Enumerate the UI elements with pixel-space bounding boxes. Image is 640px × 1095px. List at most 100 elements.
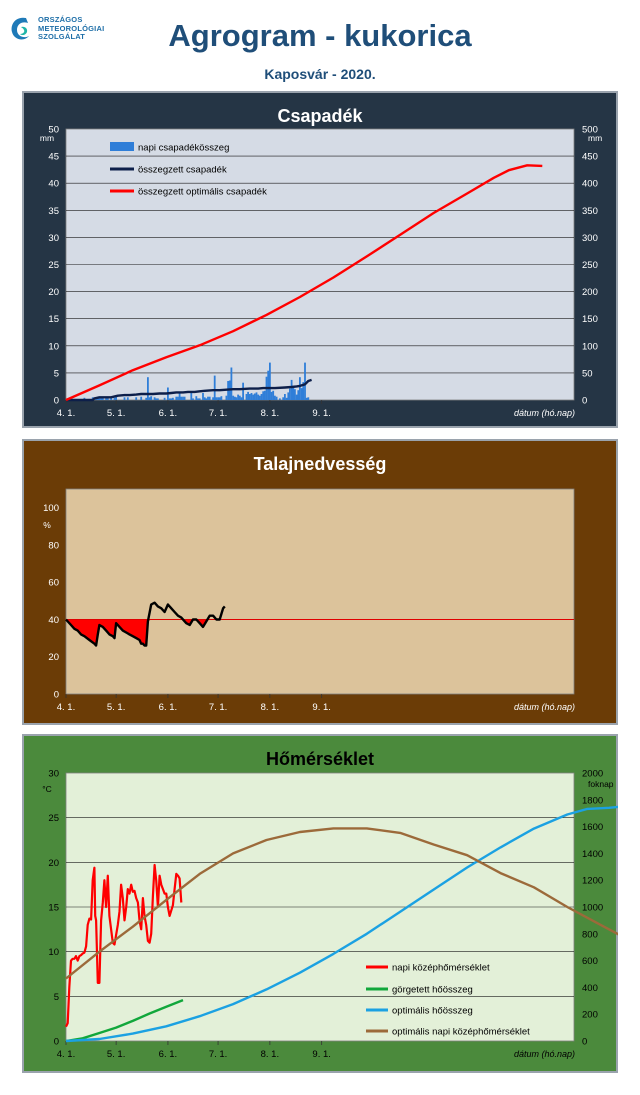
y-left-unit: mm xyxy=(40,133,54,143)
precip-bar xyxy=(260,394,263,400)
y-right-tick-label: 800 xyxy=(582,929,598,940)
precip-bar xyxy=(272,390,275,400)
precip-bar xyxy=(304,362,306,400)
precip-bar xyxy=(287,392,290,400)
precip-bar xyxy=(270,391,273,400)
precip-bar xyxy=(289,388,291,400)
precip-bar xyxy=(105,398,107,400)
y-left-tick-label: 40 xyxy=(48,179,59,190)
y-left-unit: °C xyxy=(42,784,52,794)
x-tick-label: 4. 1. xyxy=(57,1049,76,1060)
org-line-2: METEOROLÓGIAI xyxy=(38,23,105,33)
y-left-tick-label: 10 xyxy=(48,947,59,958)
precip-bar xyxy=(220,396,223,400)
y-right-tick-label: 200 xyxy=(582,1010,598,1021)
x-tick-label: 6. 1. xyxy=(159,408,178,419)
series-line--sszegzett-optim-lis-csapad-k xyxy=(65,164,543,402)
y-right-tick-label: 400 xyxy=(582,179,598,190)
x-tick-label: 8. 1. xyxy=(261,702,280,713)
y-right-tick-label: 300 xyxy=(582,233,598,244)
y-left-tick-label: 60 xyxy=(48,578,59,589)
precip-bar xyxy=(267,370,270,400)
precip-bar xyxy=(101,397,104,400)
page-subtitle: Kaposvár - 2020. xyxy=(264,66,376,82)
precip-bar xyxy=(262,391,265,400)
precip-bar xyxy=(230,367,233,400)
y-right-tick-label: 200 xyxy=(582,287,598,298)
precip-bar xyxy=(274,395,276,400)
y-right-unit: mm xyxy=(588,133,602,143)
legend-label: optimális napi középhőmérséklet xyxy=(392,1027,530,1038)
precip-bar xyxy=(183,396,186,400)
x-tick-label: 9. 1. xyxy=(312,1049,331,1060)
x-axis-label: dátum (hó.nap) xyxy=(514,702,575,712)
precip-bar xyxy=(163,397,166,400)
precip-bar xyxy=(212,397,214,400)
x-tick-label: 6. 1. xyxy=(159,702,178,713)
x-tick-label: 4. 1. xyxy=(57,702,76,713)
y-right-tick-label: 500 xyxy=(582,125,598,136)
x-tick-label: 7. 1. xyxy=(209,702,228,713)
y-left-tick-label: 50 xyxy=(48,125,59,136)
precip-bar xyxy=(279,398,281,400)
y-right-tick-label: 1000 xyxy=(582,903,603,914)
legend-label: optimális hőösszeg xyxy=(392,1006,473,1017)
precip-bar xyxy=(245,394,248,400)
precip-bar xyxy=(300,388,303,400)
precip-bar xyxy=(170,398,173,400)
org-line-3: SZOLGÁLAT xyxy=(38,32,86,41)
y-right-tick-label: 1800 xyxy=(582,795,603,806)
y-left-tick-label: 20 xyxy=(48,287,59,298)
precip-bar xyxy=(248,394,251,400)
series-line--sszegzett-csapad-k xyxy=(66,378,312,402)
y-right-tick-label: 1600 xyxy=(582,822,603,833)
precip-bar xyxy=(247,391,249,400)
precip-bar xyxy=(168,398,171,400)
precip-bar xyxy=(257,394,260,400)
soil-moisture-chart: Talajnedvesség 0 20 40 60 80 100% 4. 1. 5. 1. 6. … xyxy=(22,439,618,725)
series-line-napi-k-z-ph-m-rs-klet xyxy=(65,863,183,1028)
precip-bar xyxy=(205,398,208,400)
y-left-tick-label: 25 xyxy=(48,813,59,824)
y-right-unit: foknap xyxy=(588,779,614,789)
precip-bar xyxy=(106,397,109,400)
y-right-tick-label: 450 xyxy=(582,152,598,163)
precip-bar xyxy=(202,393,204,400)
y-left-tick-label: 5 xyxy=(54,368,59,379)
precipitation-chart: Csapadék05101520253035404550mm0501001502… xyxy=(22,91,618,428)
precip-bar xyxy=(110,398,112,400)
y-left-tick-label: 15 xyxy=(48,903,59,914)
page-header: ORSZÁGOS METEOROLÓGIAI SZOLGÁLAT Agrogra… xyxy=(0,0,640,90)
chart-title: Csapadék xyxy=(277,106,363,126)
x-tick-label: 9. 1. xyxy=(312,702,331,713)
y-left-tick-label: 0 xyxy=(54,396,59,407)
precip-bar xyxy=(305,397,308,400)
precip-bar xyxy=(96,398,99,400)
y-left-tick-label: 20 xyxy=(48,858,59,869)
precip-bar xyxy=(182,396,184,400)
precip-bar xyxy=(307,397,310,400)
y-left-tick-label: 15 xyxy=(48,314,59,325)
precip-bar xyxy=(195,396,198,400)
y-left-tick-label: 20 xyxy=(48,652,59,663)
precip-bar xyxy=(285,397,288,400)
y-left-tick-label: 0 xyxy=(54,690,59,701)
x-tick-label: 7. 1. xyxy=(209,1049,228,1060)
precip-bar xyxy=(250,393,253,400)
precip-bar xyxy=(253,393,256,400)
x-tick-label: 5. 1. xyxy=(107,408,126,419)
precip-bar xyxy=(190,391,193,400)
precip-bar xyxy=(203,397,206,400)
y-right-tick-label: 0 xyxy=(582,396,587,407)
precip-bar xyxy=(290,379,293,400)
x-axis-label: dátum (hó.nap) xyxy=(514,408,575,418)
y-left-unit: % xyxy=(43,520,51,530)
x-tick-label: 8. 1. xyxy=(261,1049,280,1060)
precip-bar xyxy=(140,396,143,400)
precip-bar xyxy=(258,395,261,400)
y-right-tick-label: 100 xyxy=(582,341,598,352)
series-line-talajnedvess-g xyxy=(65,601,226,647)
legend-label: görgetett hőösszeg xyxy=(392,985,473,996)
precip-bar xyxy=(150,396,153,400)
precip-bar xyxy=(284,394,286,400)
